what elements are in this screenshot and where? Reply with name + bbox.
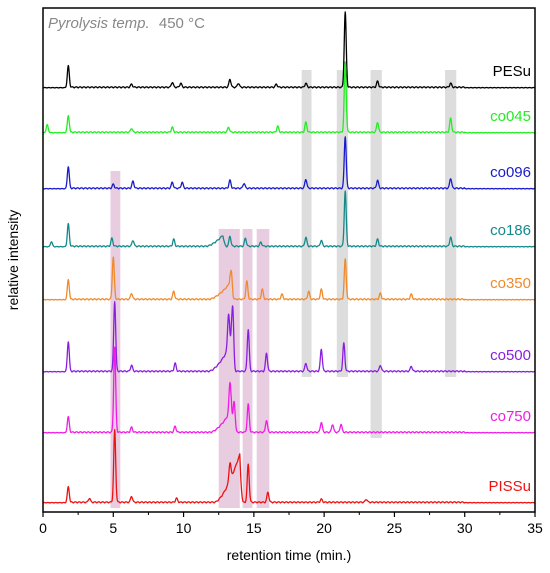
x-axis-ticks: 0 5 10 15 20 25 30 35 xyxy=(39,512,543,536)
series-label-co186: co186 xyxy=(490,222,531,239)
series-line-co750 xyxy=(42,346,536,434)
highlight-band-5 xyxy=(336,70,349,377)
x-tick-label-10: 10 xyxy=(176,520,192,536)
annotation-label: Pyrolysis temp. xyxy=(48,15,150,32)
series-label-co500: co500 xyxy=(490,347,531,364)
x-tick-label-30: 30 xyxy=(457,520,473,536)
series-line-co350 xyxy=(42,256,536,301)
y-axis-title: relative intensity xyxy=(5,210,21,310)
highlight-band-4 xyxy=(301,70,312,377)
series-label-co096: co096 xyxy=(490,164,531,181)
highlight-band-3 xyxy=(256,229,270,508)
series-label-co750: co750 xyxy=(490,408,531,425)
x-tick-label-15: 15 xyxy=(246,520,262,536)
x-tick-label-20: 20 xyxy=(316,520,332,536)
highlight-bands xyxy=(110,70,457,508)
x-tick-label-35: 35 xyxy=(527,520,543,536)
highlight-band-2 xyxy=(242,229,253,508)
series-line-PESu xyxy=(42,11,536,89)
x-axis-title: retention time (min.) xyxy=(227,547,351,563)
series-line-co045 xyxy=(42,61,536,134)
series-line-co500 xyxy=(42,301,536,373)
series-label-co045: co045 xyxy=(490,108,531,125)
x-tick-label-5: 5 xyxy=(109,520,117,536)
series-label-PISSu: PISSu xyxy=(488,478,531,495)
highlight-band-6 xyxy=(370,70,382,438)
series-line-PISSu xyxy=(42,429,536,504)
series-line-co096 xyxy=(42,136,536,190)
x-tick-label-0: 0 xyxy=(39,520,47,536)
series-line-co186 xyxy=(42,190,536,248)
x-tick-label-25: 25 xyxy=(387,520,403,536)
highlight-band-7 xyxy=(445,70,457,377)
annotation-value: 450 °C xyxy=(159,15,205,32)
pyrolysis-annotation: Pyrolysis temp. 450 °C xyxy=(48,15,205,32)
series-labels: PESu co045 co096 co186 co350 co500 co750 PISSu xyxy=(488,63,531,495)
series-traces xyxy=(42,11,536,504)
series-label-PESu: PESu xyxy=(493,63,531,80)
series-label-co350: co350 xyxy=(490,275,531,292)
